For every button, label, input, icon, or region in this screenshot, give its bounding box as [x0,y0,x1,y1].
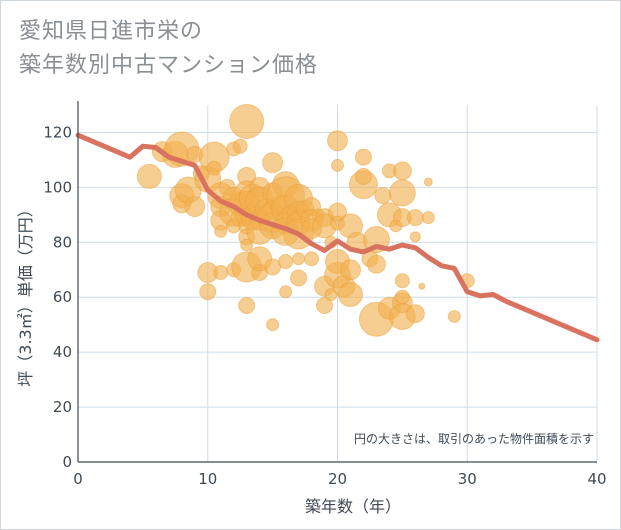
data-bubble [394,289,410,305]
data-bubble [392,161,412,181]
data-bubble [262,152,284,174]
data-bubble [184,196,206,218]
y-tick-label: 0 [62,453,72,471]
data-bubble [421,211,435,225]
data-bubble [292,252,306,266]
x-tick-label: 0 [73,470,83,488]
data-bubble [214,224,228,238]
y-tick-label: 40 [53,343,72,361]
data-bubble [327,130,348,152]
chart-title-line-1: 愛知県日進市栄の [19,19,204,44]
x-tick-label: 30 [458,470,477,488]
data-bubble [409,231,421,243]
data-bubble [354,148,372,166]
y-axis-label: 坪（3.3㎡）単価（万円） [16,201,35,386]
data-bubble [279,285,293,299]
x-tick-label: 10 [198,470,217,488]
data-bubble [136,163,162,189]
data-bubble [278,254,294,270]
data-bubble [388,179,416,207]
data-bubble [394,273,410,289]
data-bubble [213,265,229,281]
data-bubble [337,281,363,307]
y-tick-label: 100 [43,178,72,196]
data-bubble [206,160,222,176]
data-bubble [354,167,372,185]
x-axis-label: 築年数（年） [305,497,401,516]
y-tick-label: 80 [53,233,72,251]
tick-labels: 0 20 40 60 80 100 120 0 10 20 30 40 [43,123,606,488]
data-bubble [366,254,386,274]
chart-title-line-2: 築年数別中古マンション価格 [19,53,319,78]
data-bubble [266,318,280,332]
data-bubble [238,296,256,314]
data-bubble [374,187,392,205]
chart-title: 愛知県日進市栄の 築年数別中古マンション価格 [19,15,318,83]
data-bubble [232,138,248,154]
bubble-size-note: 円の大きさは、取引のあった物件面積を示す [354,431,594,446]
data-bubble [405,304,425,324]
data-bubble [229,103,265,139]
data-bubble [240,238,254,252]
data-bubble [331,158,344,172]
data-bubble [316,296,334,314]
data-bubble [339,259,361,281]
y-tick-label: 120 [43,123,72,141]
axes [77,101,597,463]
y-tick-label: 60 [53,288,72,306]
data-bubble [423,177,433,187]
data-bubble [199,283,217,301]
data-bubble [290,269,308,287]
x-tick-label: 40 [587,470,606,488]
bubble-series [136,103,475,337]
x-tick-label: 20 [328,470,347,488]
data-bubble [447,309,461,323]
data-bubble [406,209,424,227]
data-bubble [304,251,320,267]
data-bubble [418,282,426,290]
trend-line [75,132,600,343]
trend-line-series [75,132,600,343]
y-tick-label: 20 [53,398,72,416]
